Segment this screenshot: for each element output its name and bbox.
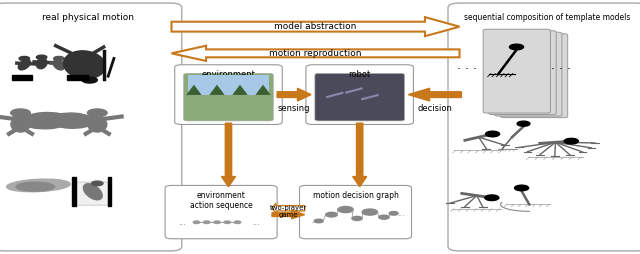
FancyBboxPatch shape [448,3,640,251]
Bar [72,177,76,206]
FancyBboxPatch shape [489,31,556,115]
Text: robot: robot [349,70,371,79]
Circle shape [36,55,47,59]
FancyBboxPatch shape [315,73,404,121]
Text: motion decision graph: motion decision graph [312,191,399,200]
Circle shape [389,212,398,215]
Bar [188,75,269,95]
Circle shape [88,109,107,117]
Circle shape [12,115,31,122]
Text: ...: ... [252,218,260,227]
Circle shape [204,221,210,224]
Circle shape [19,56,29,61]
Bar [108,177,111,206]
FancyBboxPatch shape [175,65,282,124]
Text: motion reproduction: motion reproduction [269,49,362,58]
Polygon shape [353,123,367,187]
Polygon shape [221,123,236,187]
Text: environment
action sequence: environment action sequence [189,191,253,210]
Circle shape [379,215,389,219]
Circle shape [85,116,104,123]
FancyBboxPatch shape [0,3,182,251]
Polygon shape [172,46,460,61]
FancyBboxPatch shape [483,29,550,113]
FancyBboxPatch shape [300,185,412,239]
Circle shape [314,219,323,223]
Circle shape [517,121,530,126]
Ellipse shape [11,117,30,132]
Ellipse shape [49,113,94,128]
Text: real physical motion: real physical motion [42,13,134,22]
Circle shape [193,221,200,224]
Ellipse shape [16,182,54,191]
Circle shape [486,131,500,137]
Text: · · ·: · · · [550,63,571,76]
Polygon shape [255,85,271,95]
Text: decision: decision [417,104,452,113]
Polygon shape [408,88,461,101]
Text: environment: environment [202,70,255,79]
Text: sequential composition of template models: sequential composition of template model… [465,13,630,22]
Circle shape [509,44,524,50]
Circle shape [515,185,529,191]
Text: ...: ... [397,209,405,218]
Polygon shape [172,17,460,36]
Polygon shape [272,203,305,213]
Bar [67,75,88,80]
FancyBboxPatch shape [184,73,273,121]
FancyBboxPatch shape [74,182,108,205]
Circle shape [338,207,353,213]
Ellipse shape [83,184,102,200]
Polygon shape [186,85,202,95]
Circle shape [224,221,230,224]
Ellipse shape [63,51,106,79]
Polygon shape [232,85,248,95]
Text: two-player
game: two-player game [269,204,307,218]
Circle shape [92,181,103,186]
Ellipse shape [53,60,65,70]
Text: sensing: sensing [278,104,310,113]
Ellipse shape [36,58,47,69]
Circle shape [362,209,378,215]
Polygon shape [272,211,305,219]
Text: model abstraction: model abstraction [275,22,356,31]
Circle shape [352,216,362,220]
Circle shape [484,195,499,201]
Circle shape [11,109,30,117]
Bar [12,75,32,80]
Ellipse shape [6,179,70,192]
FancyBboxPatch shape [495,32,562,116]
FancyBboxPatch shape [165,185,277,239]
Text: ...: ... [179,218,186,227]
Text: · · ·: · · · [457,63,477,76]
Polygon shape [277,88,311,101]
Circle shape [54,56,64,61]
Polygon shape [209,85,225,95]
Circle shape [564,138,579,144]
Circle shape [82,77,97,83]
Ellipse shape [18,60,31,70]
Circle shape [326,212,337,217]
Ellipse shape [88,117,107,132]
FancyBboxPatch shape [500,34,568,118]
FancyBboxPatch shape [306,65,413,124]
Circle shape [214,221,220,224]
Ellipse shape [22,113,70,129]
Circle shape [234,221,241,224]
Text: ...: ... [310,216,317,226]
